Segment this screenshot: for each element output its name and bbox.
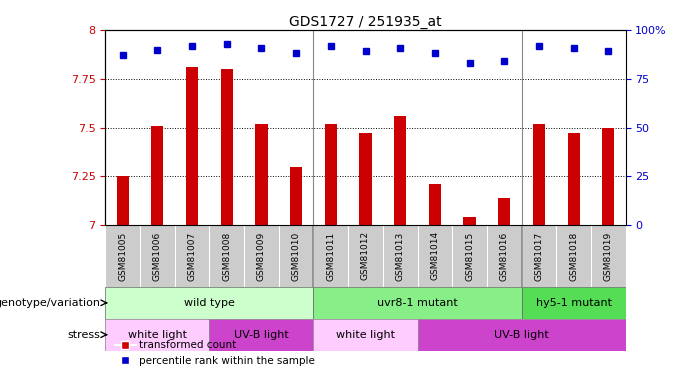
Title: GDS1727 / 251935_at: GDS1727 / 251935_at xyxy=(289,15,442,29)
Text: hy5-1 mutant: hy5-1 mutant xyxy=(536,298,611,308)
Bar xyxy=(418,319,626,351)
Bar xyxy=(360,134,371,225)
Bar xyxy=(429,184,441,225)
Bar xyxy=(568,134,579,225)
Bar xyxy=(209,319,313,351)
Text: UV-B light: UV-B light xyxy=(234,330,289,340)
Text: GSM81013: GSM81013 xyxy=(396,231,405,280)
Text: GSM81007: GSM81007 xyxy=(188,231,197,280)
Bar xyxy=(313,319,418,351)
Bar xyxy=(325,124,337,225)
Text: uvr8-1 mutant: uvr8-1 mutant xyxy=(377,298,458,308)
Text: white light: white light xyxy=(128,330,187,340)
Text: GSM81008: GSM81008 xyxy=(222,231,231,280)
Text: GSM81018: GSM81018 xyxy=(569,231,578,280)
Text: GSM81017: GSM81017 xyxy=(534,231,543,280)
Text: stress: stress xyxy=(67,330,100,340)
Bar xyxy=(522,287,626,319)
Bar xyxy=(602,128,614,225)
Bar xyxy=(186,67,198,225)
Text: white light: white light xyxy=(336,330,395,340)
Bar xyxy=(152,126,163,225)
Bar xyxy=(394,116,406,225)
Bar xyxy=(105,287,313,319)
Text: GSM81005: GSM81005 xyxy=(118,231,127,280)
Bar xyxy=(117,176,129,225)
Text: GSM81014: GSM81014 xyxy=(430,231,439,280)
Legend: transformed count, percentile rank within the sample: transformed count, percentile rank withi… xyxy=(111,336,319,370)
Text: GSM81016: GSM81016 xyxy=(500,231,509,280)
Bar xyxy=(313,287,522,319)
Bar xyxy=(533,124,545,225)
Text: wild type: wild type xyxy=(184,298,235,308)
Text: GSM81009: GSM81009 xyxy=(257,231,266,280)
Text: GSM81019: GSM81019 xyxy=(604,231,613,280)
Text: genotype/variation: genotype/variation xyxy=(0,298,100,308)
Text: GSM81012: GSM81012 xyxy=(361,231,370,280)
Text: GSM81015: GSM81015 xyxy=(465,231,474,280)
Bar xyxy=(290,166,302,225)
Bar xyxy=(221,69,233,225)
Text: GSM81006: GSM81006 xyxy=(153,231,162,280)
Text: GSM81011: GSM81011 xyxy=(326,231,335,280)
Bar xyxy=(498,198,510,225)
Bar xyxy=(256,124,267,225)
Text: UV-B light: UV-B light xyxy=(494,330,549,340)
Bar xyxy=(464,217,475,225)
Bar xyxy=(105,319,209,351)
Text: GSM81010: GSM81010 xyxy=(292,231,301,280)
